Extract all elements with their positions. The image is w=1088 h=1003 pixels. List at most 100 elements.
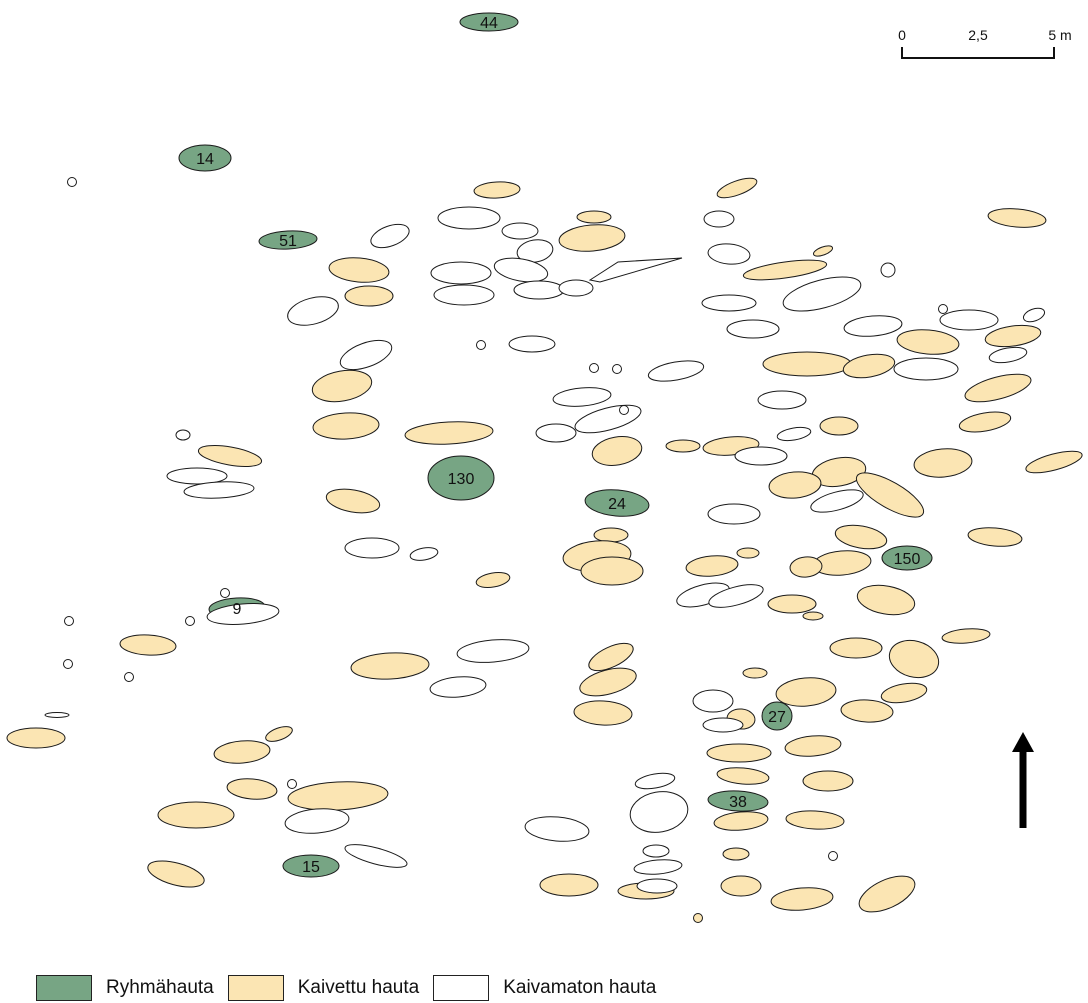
unexcavated-grave <box>284 808 350 834</box>
excavated-grave <box>591 436 643 466</box>
unexcavated-grave <box>535 423 577 443</box>
excavated-grave <box>265 726 293 742</box>
unexcavated-grave <box>206 603 280 625</box>
legend-label-group-grave: Ryhmähauta <box>106 977 214 998</box>
unexcavated-grave <box>636 878 678 894</box>
excavated-grave <box>580 556 644 586</box>
excavated-grave <box>784 735 842 757</box>
excavated-grave <box>716 177 758 199</box>
excavated-grave <box>842 353 896 379</box>
unexcavated-grave <box>701 294 757 312</box>
excavated-grave <box>6 727 66 749</box>
unexcavated-grave <box>370 223 410 249</box>
unexcavated-grave <box>634 772 676 790</box>
group-grave <box>459 12 519 32</box>
post-hole <box>67 177 77 187</box>
unexcavated-grave <box>843 315 903 337</box>
group-grave <box>258 230 318 250</box>
excavated-grave <box>736 547 760 559</box>
unexcavated-grave <box>508 335 556 353</box>
unexcavated-grave <box>558 279 594 297</box>
group-grave-label: 24 <box>608 496 626 513</box>
group-grave-label: 38 <box>729 794 747 811</box>
unexcavated-grave <box>708 584 764 608</box>
excavated-grave <box>706 743 772 763</box>
group-grave-swatch <box>36 975 92 1001</box>
unexcavated-grave <box>782 276 862 312</box>
excavated-grave <box>147 860 205 888</box>
excavated-grave <box>475 572 511 588</box>
unexcavated-grave <box>707 503 761 525</box>
post-hole <box>287 779 297 789</box>
excavated-grave <box>984 324 1042 348</box>
unexcavated-grave <box>707 243 751 265</box>
excavated-grave <box>312 412 380 440</box>
post-hole <box>476 340 486 350</box>
excavated-grave <box>770 887 834 911</box>
excavated-grave <box>802 611 824 621</box>
legend-label-excavated-grave: Kaivettu hauta <box>297 977 420 998</box>
north-arrow-icon <box>1012 732 1034 828</box>
excavated-grave <box>213 740 271 764</box>
scale-tick-0: 0 <box>898 27 906 43</box>
excavated-grave <box>325 488 381 514</box>
group-grave-label: 14 <box>196 151 214 168</box>
excavated-grave <box>855 472 925 518</box>
group-grave-label: 15 <box>302 859 320 876</box>
excavated-grave <box>964 373 1032 403</box>
excavated-grave <box>987 208 1047 228</box>
post-hole <box>828 851 838 861</box>
unexcavated-grave <box>456 639 530 663</box>
group-grave-label: 150 <box>894 551 921 568</box>
excavated-grave <box>539 873 599 897</box>
unexcavated-grave <box>339 339 393 371</box>
post-hole <box>185 616 195 626</box>
excavated-grave <box>888 639 940 679</box>
excavated-grave <box>558 224 626 252</box>
legend-label-unexcavated-grave: Kaivamaton hauta <box>503 977 657 998</box>
legend-item-group-grave: Ryhmähauta <box>36 975 214 1001</box>
unexcavated-grave <box>516 239 554 263</box>
excavated-grave <box>722 847 750 861</box>
excavated-grave <box>588 642 634 672</box>
excavated-grave <box>958 411 1012 433</box>
group-grave-label: 27 <box>768 709 786 726</box>
unexcavated-grave <box>939 309 999 331</box>
post-hole <box>63 659 73 669</box>
post-hole <box>612 364 622 374</box>
scale-bar: 0 2,5 5 m <box>898 27 1072 59</box>
excavated-grave <box>665 439 701 453</box>
unexcavated-grave <box>524 816 590 842</box>
unexcavated-grave <box>633 859 683 875</box>
excavated-grave <box>287 781 389 811</box>
unexcavated-grave <box>344 844 408 868</box>
unexcavated-grave <box>44 712 70 718</box>
excavated-grave <box>226 778 278 800</box>
post-hole <box>220 588 230 598</box>
unexcavated-grave <box>893 357 959 381</box>
unexcavated-grave <box>175 429 191 441</box>
unexcavated-grave <box>703 210 735 228</box>
excavated-grave <box>802 770 854 792</box>
excavated-grave <box>119 634 177 656</box>
excavated-grave <box>813 245 833 257</box>
group-grave-label: 130 <box>448 471 475 488</box>
group-grave <box>282 854 340 878</box>
unexcavated-grave <box>1022 307 1046 323</box>
unexcavated-grave <box>726 319 780 339</box>
excavated-grave <box>742 259 828 281</box>
post-hole <box>589 363 599 373</box>
excavated-grave <box>576 210 612 224</box>
excavated-grave <box>742 667 768 679</box>
excavated-grave <box>157 801 235 829</box>
post-hole <box>124 672 134 682</box>
excavated-grave <box>775 677 837 707</box>
excavated-grave <box>473 181 521 199</box>
post-hole <box>938 304 948 314</box>
excavated-grave <box>573 700 633 726</box>
unexcavated-grave <box>287 296 339 326</box>
unexcavated-grave <box>642 844 670 858</box>
excavated-grave <box>350 652 430 680</box>
excavated-grave <box>858 875 916 913</box>
legend-item-excavated-grave: Kaivettu hauta <box>227 975 420 1001</box>
